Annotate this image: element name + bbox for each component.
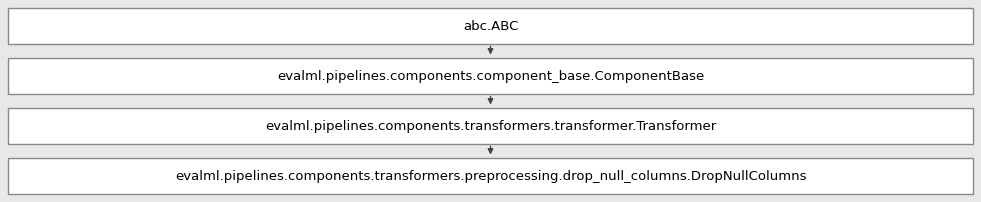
Bar [8,58,973,94]
Text: abc.ABC: abc.ABC [463,20,518,33]
Bar [8,158,973,194]
Text: evalml.pipelines.components.transformers.preprocessing.drop_null_columns.DropNul: evalml.pipelines.components.transformers… [175,169,806,182]
Text: evalml.pipelines.components.component_base.ComponentBase: evalml.pipelines.components.component_ba… [277,70,704,83]
Text: evalml.pipelines.components.transformers.transformer.Transformer: evalml.pipelines.components.transformers… [265,119,716,132]
Bar [8,108,973,144]
Bar [8,8,973,44]
